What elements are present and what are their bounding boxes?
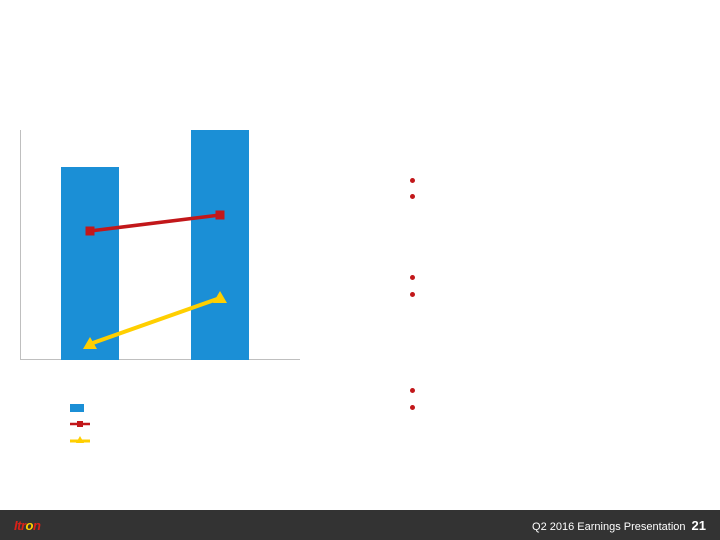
bullet: [410, 292, 415, 297]
page-number: 21: [692, 518, 706, 533]
bullet: [410, 405, 415, 410]
footer-text: Q2 2016 Earnings Presentation: [532, 521, 686, 533]
bullet: [410, 178, 415, 183]
legend-swatch-bar: [70, 404, 84, 412]
slide: Itron Q2 2016 Earnings Presentation 21: [0, 0, 720, 540]
line-2-marker-2: [213, 291, 227, 303]
legend-item-line2: [70, 432, 98, 448]
line-series-1: [86, 211, 225, 236]
footer: Itron Q2 2016 Earnings Presentation 21: [0, 510, 720, 540]
legend-item-line1: [70, 416, 98, 432]
line-1-marker-1: [86, 227, 95, 236]
bullet: [410, 388, 415, 393]
logo: Itron: [14, 518, 40, 533]
line-series-2: [83, 291, 227, 349]
line-1-marker-2: [216, 211, 225, 220]
legend: [70, 400, 98, 448]
footer-text-group: Q2 2016 Earnings Presentation 21: [532, 518, 706, 533]
bullet: [410, 275, 415, 280]
line-2-segment: [90, 298, 220, 344]
line-1-segment: [90, 215, 220, 231]
chart: [20, 130, 300, 360]
legend-swatch-line2: [70, 434, 90, 446]
chart-lines: [20, 130, 300, 360]
legend-item-bar: [70, 400, 98, 416]
bullet: [410, 194, 415, 199]
legend-swatch-line1: [70, 418, 90, 430]
